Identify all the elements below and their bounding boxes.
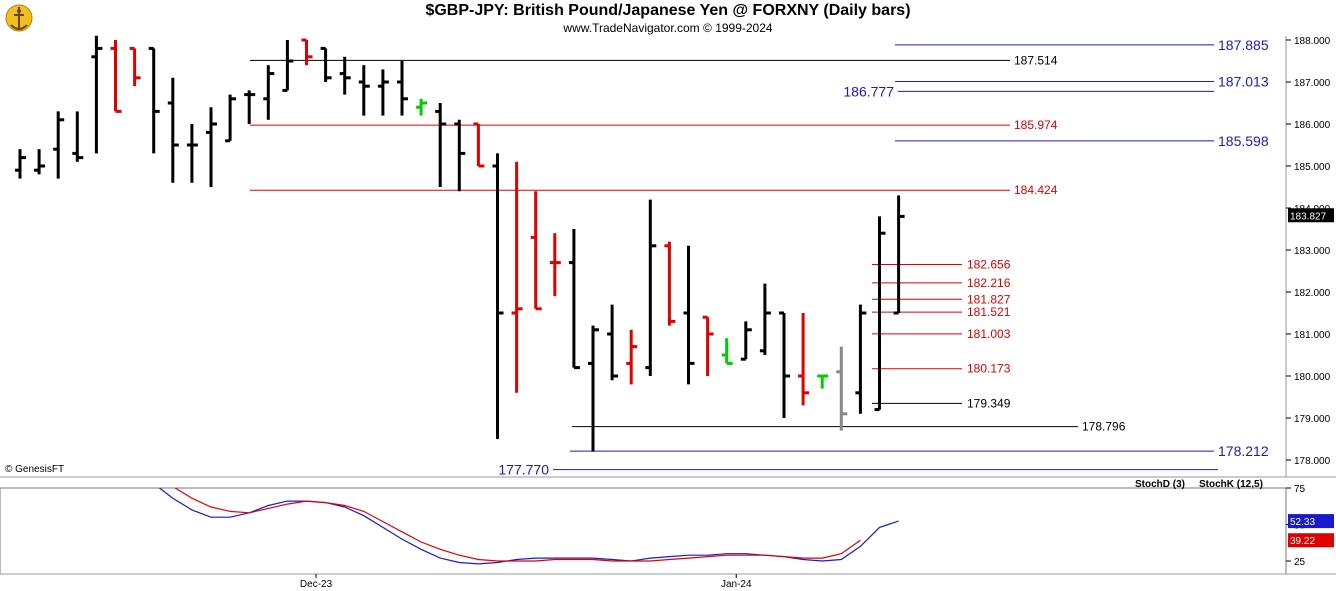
ohlc-bar xyxy=(225,94,237,143)
blue-level-label: 186.777 xyxy=(843,83,894,99)
price-tick-label: 181.000 xyxy=(1294,330,1331,341)
price-tick-label: 186.000 xyxy=(1294,120,1331,131)
price-plot-area xyxy=(0,36,1286,477)
ohlc-bar xyxy=(874,216,886,412)
blue-level-label: 178.212 xyxy=(1218,443,1269,459)
ohlc-bar xyxy=(836,346,848,431)
red-level-label: 184.424 xyxy=(1014,183,1058,197)
ohlc-bar xyxy=(397,61,408,116)
red-level-label: 181.003 xyxy=(967,327,1011,341)
stoch-series-line xyxy=(174,488,861,562)
red-level-label: 181.521 xyxy=(967,305,1011,319)
blue-level-label: 177.770 xyxy=(498,462,549,478)
black-level-label: 187.514 xyxy=(1014,53,1058,67)
ohlc-bar xyxy=(377,69,389,116)
ohlc-bar xyxy=(34,149,46,175)
ohlc-bar xyxy=(549,233,561,297)
ohlc-bar xyxy=(301,38,313,66)
legend-stoch-k: StochK (12,5) xyxy=(1199,479,1263,490)
blue-level-label: 187.885 xyxy=(1218,37,1269,53)
black-level-label: 179.349 xyxy=(967,396,1011,410)
ohlc-bar xyxy=(206,107,217,187)
red-level-label: 180.173 xyxy=(967,362,1011,376)
ohlc-bar xyxy=(91,35,103,154)
last-price-badge xyxy=(1288,208,1334,223)
stoch-d-badge xyxy=(1288,533,1334,548)
price-tick-label: 182.000 xyxy=(1294,288,1331,299)
chart-header: $GBP-JPY: British Pound/Japanese Yen @ F… xyxy=(0,0,1336,36)
ohlc-bar xyxy=(511,161,523,393)
stoch-tick-label: 25 xyxy=(1294,557,1306,568)
ohlc-bar xyxy=(626,329,638,385)
red-level-label: 182.216 xyxy=(967,276,1011,290)
price-tick-label: 185.000 xyxy=(1294,162,1331,173)
time-tick-label: Jan-24 xyxy=(721,579,752,590)
ohlc-bar xyxy=(263,65,275,120)
ohlc-bar xyxy=(186,124,198,183)
ohlc-bar xyxy=(72,111,84,162)
price-tick-label: 183.000 xyxy=(1294,246,1331,257)
chart-subtitle: www.TradeNavigator.com © 1999-2024 xyxy=(563,21,773,35)
ohlc-bar xyxy=(473,122,485,168)
ohlc-bar xyxy=(683,245,695,385)
stoch-k-badge xyxy=(1288,514,1334,529)
time-tick-label: Dec-23 xyxy=(300,579,333,590)
blue-level-label: 185.598 xyxy=(1218,133,1269,149)
ohlc-bar xyxy=(129,46,141,87)
black-level-label: 178.796 xyxy=(1082,420,1126,434)
ohlc-bar xyxy=(568,229,580,370)
red-level-label: 185.974 xyxy=(1014,118,1058,132)
legend-stoch-d: StochD (3) xyxy=(1135,479,1185,490)
ohlc-bar xyxy=(244,90,256,124)
ohlc-bar xyxy=(282,40,294,92)
stoch-k-value: 52.33 xyxy=(1290,517,1315,528)
ohlc-bar xyxy=(702,315,714,376)
trade-navigator-logo xyxy=(3,3,35,35)
blue-level-label: 187.013 xyxy=(1218,73,1269,89)
price-tick-label: 178.000 xyxy=(1294,456,1331,467)
price-tick-label: 179.000 xyxy=(1294,414,1331,425)
ohlc-bar xyxy=(817,374,829,389)
ohlc-bar xyxy=(358,65,370,116)
chart-title: $GBP-JPY: British Pound/Japanese Yen @ F… xyxy=(425,2,911,19)
ohlc-bar xyxy=(167,77,179,183)
ohlc-bar xyxy=(645,199,657,376)
price-tick-label: 188.000 xyxy=(1294,36,1331,47)
ohlc-bar xyxy=(779,311,790,418)
stoch-series-line xyxy=(158,488,899,565)
last-price-label: 183.827 xyxy=(1290,211,1327,222)
red-level-label: 182.656 xyxy=(967,257,1011,271)
ohlc-bar xyxy=(110,40,122,113)
watermark: © GenesisFT xyxy=(5,464,64,475)
ohlc-bar xyxy=(416,98,428,116)
ohlc-bar xyxy=(339,56,351,95)
stoch-d-value: 39.22 xyxy=(1290,536,1315,547)
ohlc-bar xyxy=(320,46,332,82)
ohlc-bar xyxy=(798,313,810,406)
price-tick-label: 180.000 xyxy=(1294,372,1331,383)
ohlc-bar xyxy=(893,195,905,315)
ohlc-bar xyxy=(588,325,599,452)
stoch-tick-label: 75 xyxy=(1294,484,1306,495)
ohlc-bar xyxy=(53,111,65,179)
ohlc-bar xyxy=(607,304,619,381)
ohlc-bar xyxy=(721,338,733,365)
ohlc-bar xyxy=(15,149,26,179)
ohlc-bar xyxy=(530,191,542,311)
ohlc-bar xyxy=(855,304,867,414)
ohlc-bar xyxy=(759,283,771,355)
price-tick-label: 187.000 xyxy=(1294,78,1331,89)
ohlc-bar xyxy=(454,119,466,192)
red-level-label: 181.827 xyxy=(967,292,1011,306)
ohlc-bar xyxy=(435,103,447,187)
ohlc-bar xyxy=(664,241,676,326)
ohlc-bar xyxy=(740,321,752,361)
ohlc-bar xyxy=(148,46,160,154)
ohlc-bar xyxy=(492,153,504,439)
